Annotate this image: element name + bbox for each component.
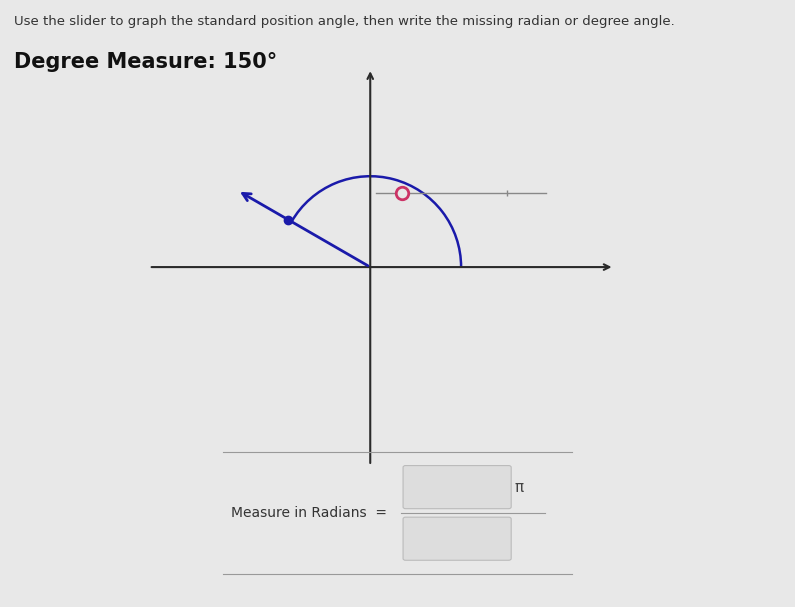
Text: Use the slider to graph the standard position angle, then write the missing radi: Use the slider to graph the standard pos… bbox=[14, 15, 675, 28]
Text: Degree Measure: 150°: Degree Measure: 150° bbox=[14, 52, 277, 72]
Text: Measure in Radians  =: Measure in Radians = bbox=[231, 506, 386, 520]
Text: π: π bbox=[514, 480, 523, 495]
